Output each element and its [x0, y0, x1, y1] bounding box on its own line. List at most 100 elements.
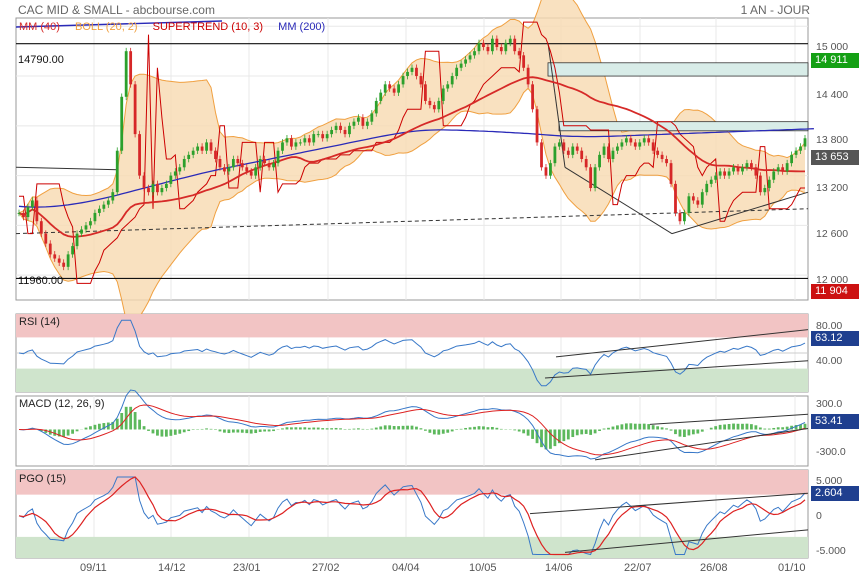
macd-hist-101: [468, 427, 472, 430]
candle-body-138: [633, 142, 637, 147]
candle-body-130: [598, 154, 601, 168]
macd-channel-lower: [594, 427, 809, 461]
macd-hist-91: [423, 429, 427, 431]
pgo-channel-lower: [564, 529, 809, 553]
macd-hist-15: [84, 427, 88, 430]
macd-hist-62: [294, 427, 298, 430]
y-tick-main-0: 15 000: [816, 41, 849, 53]
candle-body-47: [227, 167, 231, 172]
candle-body-109: [504, 42, 508, 52]
candle-body-103: [477, 42, 481, 52]
candle-body-27: [138, 134, 141, 176]
macd-hist-72: [339, 428, 342, 430]
candle-body-40: [196, 146, 200, 151]
candle-body-145: [665, 159, 668, 164]
macd-hist-5: [39, 429, 43, 432]
rsi-tag: 63.12: [811, 331, 859, 346]
candle-body-77: [361, 117, 365, 126]
candle-body-44: [214, 150, 217, 159]
macd-hist-171: [781, 427, 785, 430]
candle-body-91: [423, 84, 427, 101]
macd-hist-121: [557, 429, 561, 444]
candle-body-43: [209, 142, 213, 151]
candle-body-136: [624, 138, 628, 143]
legend-supertrend: SUPERTREND (10, 3): [152, 21, 264, 33]
macd-hist-159: [727, 424, 731, 430]
candle-body-140: [642, 138, 646, 143]
ma40-line: [18, 76, 805, 238]
wedge-left-line: [547, 42, 566, 168]
period-label: 1 AN - JOUR: [740, 3, 810, 17]
macd-hist-156: [714, 426, 718, 430]
candle-body-90: [419, 76, 423, 85]
macd-hist-90: [419, 428, 423, 430]
macd-hist-38: [187, 429, 191, 432]
candle-body-15: [84, 225, 88, 230]
candle-body-4: [35, 200, 39, 222]
macd-hist-131: [602, 428, 606, 430]
candle-body-173: [790, 154, 794, 164]
candle-body-54: [258, 159, 262, 168]
candle-body-156: [714, 175, 718, 180]
candle-body-134: [616, 146, 619, 151]
macd-hist-115: [531, 429, 534, 439]
candle-body-118: [544, 167, 548, 176]
macd-hist-144: [660, 427, 664, 430]
macd-hist-116: [535, 429, 539, 444]
macd-hist-157: [718, 424, 722, 430]
candle-body-18: [97, 208, 101, 213]
macd-hist-57: [272, 429, 275, 432]
candle-body-93: [432, 105, 436, 110]
candle-body-114: [526, 67, 530, 85]
candle-body-34: [169, 175, 173, 184]
candle-body-81: [379, 92, 383, 101]
macd-title: MACD (12, 26, 9): [19, 398, 105, 410]
macd-hist-68: [321, 428, 325, 430]
macd-hist-54: [258, 429, 262, 432]
candle-body-16: [89, 221, 92, 226]
candle-body-32: [160, 188, 164, 193]
macd-hist-79: [370, 428, 374, 430]
candle-body-111: [513, 38, 517, 52]
candle-body-79: [370, 113, 374, 122]
candle-body-88: [410, 67, 414, 72]
level-label-high: 14790.00: [18, 54, 64, 66]
candle-body-85: [397, 84, 401, 93]
candle-body-148: [678, 212, 682, 222]
main-legend: MM (40) BOLL (20, 2) SUPERTREND (10, 3) …: [19, 21, 337, 33]
y-tick-main-1: 14 400: [816, 89, 849, 101]
candle-body-155: [709, 179, 713, 184]
macd-hist-151: [691, 429, 695, 435]
candle-body-61: [290, 138, 293, 147]
macd-hist-66: [312, 427, 316, 430]
macd-hist-33: [164, 429, 168, 437]
macd-hist-148: [678, 429, 682, 437]
candle-body-147: [674, 183, 677, 213]
candle-body-152: [696, 200, 700, 205]
candle-body-36: [178, 167, 182, 172]
macd-hist-162: [741, 423, 744, 430]
macd-hist-82: [383, 425, 387, 430]
macd-hist-168: [767, 428, 771, 430]
candle-body-53: [254, 167, 258, 176]
candle-body-158: [723, 171, 727, 176]
candle-body-168: [767, 179, 771, 189]
price-tag-high: 14 911: [811, 53, 859, 68]
macd-hist-124: [571, 429, 575, 438]
rsi-oversold-zone: [16, 368, 808, 392]
macd-hist-96: [446, 429, 450, 433]
candle-body-73: [343, 129, 347, 135]
macd-line: [18, 389, 806, 460]
candle-body-121: [557, 142, 561, 147]
macd-hist-74: [348, 428, 351, 430]
macd-hist-48: [231, 429, 235, 433]
candle-body-63: [298, 142, 302, 144]
macd-hist-6: [44, 429, 48, 433]
candle-body-162: [741, 167, 744, 172]
candle-body-170: [776, 167, 780, 172]
macd-hist-112: [517, 429, 521, 432]
candle-body-160: [732, 167, 735, 172]
candle-body-137: [629, 138, 633, 143]
macd-hist-67: [316, 427, 320, 430]
